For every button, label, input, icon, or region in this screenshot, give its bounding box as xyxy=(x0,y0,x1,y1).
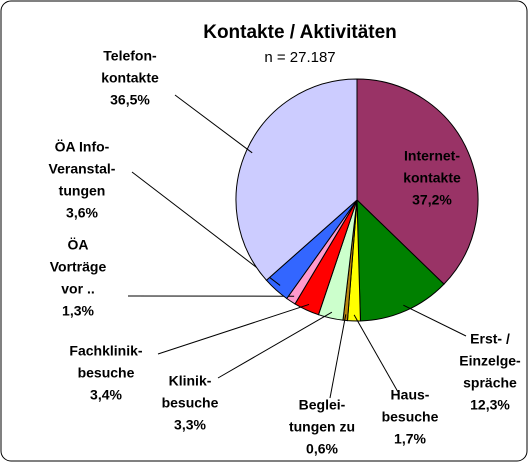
slice-label: Vorträge xyxy=(50,259,107,275)
slice-label: tungen xyxy=(59,183,106,199)
slice-label: Erst- / xyxy=(470,331,510,347)
leader-line xyxy=(353,314,399,393)
slice-label: besuche xyxy=(382,409,439,425)
pie-slice xyxy=(356,78,479,285)
pie-slice xyxy=(356,198,445,322)
slice-label: kontakte xyxy=(403,170,461,186)
leader-line xyxy=(217,311,333,379)
slice-label: Veranstal- xyxy=(49,161,116,177)
slice-label: tungen zu xyxy=(289,419,355,435)
slice-label: besuche xyxy=(78,365,135,381)
leader-line xyxy=(157,303,310,355)
slice-label: ÖA Info- xyxy=(55,139,110,155)
slice-label: Einzelge- xyxy=(459,353,521,369)
slice-label: Internet- xyxy=(404,148,460,164)
slice-label: Klinik- xyxy=(169,373,212,389)
value-label: 3,4% xyxy=(90,387,122,403)
leader-line xyxy=(329,314,347,399)
value-label: 3,3% xyxy=(174,417,206,433)
slice-label: Telefon- xyxy=(103,48,157,64)
value-label: 0,6% xyxy=(306,441,338,457)
leader-line xyxy=(174,94,253,154)
slice-label: spräche xyxy=(463,375,517,391)
slice-label: Beglei- xyxy=(299,397,346,413)
chart-subtitle: n = 27.187 xyxy=(264,49,335,66)
chart-title: Kontakte / Aktivitäten xyxy=(203,22,397,43)
value-label: 36,5% xyxy=(110,92,150,108)
slice-label: ÖA xyxy=(68,237,89,253)
slice-label: besuche xyxy=(162,395,219,411)
value-label: 1,7% xyxy=(394,431,426,447)
value-label: 3,6% xyxy=(66,205,98,221)
slice-label: vor .. xyxy=(61,281,94,297)
slice-label: Haus- xyxy=(391,387,430,403)
slice-label: kontakte xyxy=(101,70,159,86)
pie-slice xyxy=(235,78,358,281)
leader-line xyxy=(403,304,467,337)
value-label: 1,3% xyxy=(62,303,94,319)
value-label: 37,2% xyxy=(412,192,452,208)
slice-label: Fachklinik- xyxy=(69,343,142,359)
value-label: 12,3% xyxy=(470,397,510,413)
